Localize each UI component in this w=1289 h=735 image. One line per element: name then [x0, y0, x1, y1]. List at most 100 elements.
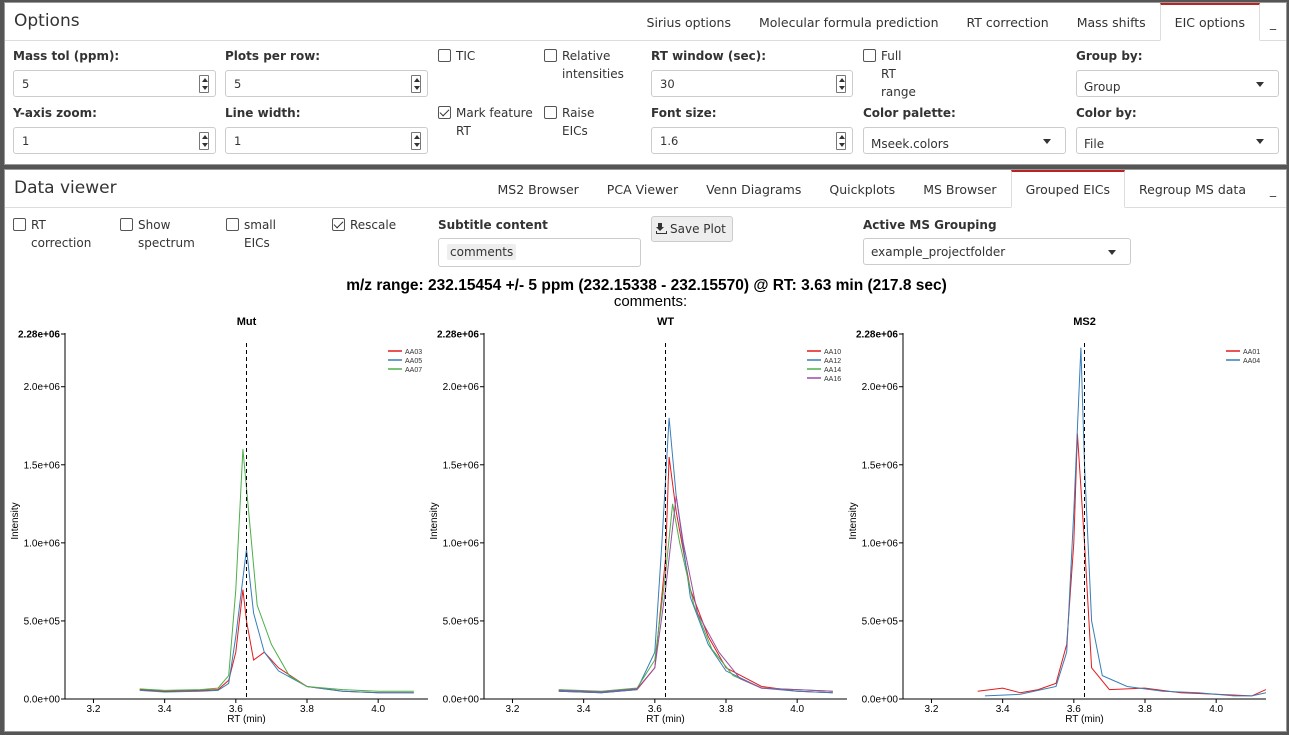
y-tick-label: 5.0e+05 — [443, 616, 480, 627]
color-palette-value: Mseek.colors — [871, 137, 949, 151]
plots-per-row-input[interactable]: 5 — [225, 70, 428, 97]
mark-feature-rt-box[interactable] — [438, 106, 451, 119]
viewer-title: Data viewer — [14, 178, 117, 198]
y-tick-label: 1.5e+06 — [862, 460, 899, 471]
options-tabs: Sirius options Molecular formula predict… — [633, 3, 1286, 41]
line-width-label: Line width: — [225, 106, 301, 120]
show-spectrum-box[interactable] — [120, 218, 133, 231]
series-line-aa04 — [984, 347, 1267, 697]
viewer-minimize-button[interactable]: _ — [1269, 182, 1277, 197]
rt-window-input[interactable]: 30 — [651, 70, 853, 97]
x-axis-label: RT (min) — [227, 714, 266, 725]
series-line-aa10 — [558, 456, 833, 694]
mass-tol-spinner[interactable] — [199, 75, 209, 93]
mass-tol-input[interactable]: 5 — [13, 70, 216, 97]
tab-rt-correction[interactable]: RT correction — [966, 15, 1049, 30]
mark-feature-rt-label-2: RT — [456, 124, 471, 138]
series-line-aa12 — [558, 417, 833, 694]
tic-box[interactable] — [438, 49, 451, 62]
full-rt-range-box[interactable] — [863, 49, 876, 62]
rt-correction-label: RT correction — [31, 218, 92, 250]
rescale-box[interactable] — [332, 218, 345, 231]
show-spectrum-label-1: Show — [138, 218, 171, 232]
tab-ms2-browser[interactable]: MS2 Browser — [497, 182, 579, 197]
legend-entry: AA10 — [824, 349, 841, 356]
y-zoom-spinner[interactable] — [199, 132, 209, 150]
mass-tol-value: 5 — [22, 77, 30, 91]
color-by-label: Color by: — [1076, 106, 1137, 120]
tab-sirius-options[interactable]: Sirius options — [646, 15, 731, 30]
line-width-value: 1 — [234, 134, 242, 148]
y-tick-label: 1.5e+06 — [443, 460, 480, 471]
font-size-field: Font size: — [651, 106, 717, 120]
rt-window-field: RT window (sec): — [651, 49, 766, 63]
tab-grouped-eics[interactable]: Grouped EICs — [1010, 170, 1126, 208]
x-tick-label: 3.2 — [925, 704, 939, 715]
tab-eic-options[interactable]: EIC options — [1159, 3, 1260, 41]
legend-entry: AA16 — [824, 376, 841, 383]
font-size-input[interactable]: 1.6 — [651, 127, 853, 154]
chevron-down-icon — [1256, 139, 1264, 144]
raise-eics-box[interactable] — [544, 106, 557, 119]
rt-window-spinner[interactable] — [836, 75, 846, 93]
color-by-value: File — [1084, 137, 1105, 151]
series-line-aa01 — [977, 433, 1267, 697]
line-width-input[interactable]: 1 — [225, 127, 428, 154]
tab-ms-browser[interactable]: MS Browser — [923, 182, 997, 197]
subtitle-content-input[interactable]: comments — [438, 238, 641, 267]
save-plot-button[interactable]: Save Plot — [651, 216, 733, 242]
tab-quickplots[interactable]: Quickplots — [829, 182, 896, 197]
y-tick-label: 0.0e+00 — [443, 695, 480, 706]
full-rt-range-label: Full RT range — [881, 49, 916, 99]
rt-window-value: 30 — [660, 77, 675, 91]
group-by-value: Group — [1084, 80, 1121, 94]
relative-intensities-box[interactable] — [544, 49, 557, 62]
line-width-field: Line width: — [225, 106, 301, 120]
x-tick-label: 3.2 — [87, 704, 101, 715]
ms-grouping-field: Active MS Grouping — [863, 218, 997, 232]
viewer-header: Data viewer MS2 Browser PCA Viewer Venn … — [5, 170, 1286, 208]
x-tick-label: 3.6 — [648, 704, 662, 715]
y-axis-label: Intensity — [848, 502, 859, 539]
y-axis-label: Intensity — [429, 502, 440, 539]
raise-eics-label: Raise EICs — [562, 106, 595, 138]
small-eics-box[interactable] — [226, 218, 239, 231]
group-by-select[interactable]: Group — [1076, 70, 1279, 97]
subtitle-chip[interactable]: comments — [447, 244, 517, 260]
eic-chart-wt: WT 0.0e+00 5.0e+05 1.0e+06 1.5e+06 2.0e+06 2.2… — [429, 316, 847, 725]
ms-grouping-select[interactable]: example_projectfolder — [863, 238, 1131, 265]
save-plot-label: Save Plot — [670, 222, 726, 236]
x-tick-label: 3.2 — [506, 704, 520, 715]
plots-per-row-spinner[interactable] — [411, 75, 421, 93]
group-by-field: Group by: — [1076, 49, 1143, 63]
y-tick-label: 0.0e+00 — [24, 695, 61, 706]
options-minimize-button[interactable]: _ — [1269, 15, 1277, 30]
color-by-select[interactable]: File — [1076, 127, 1279, 154]
line-width-spinner[interactable] — [411, 132, 421, 150]
legend-entry: AA01 — [1243, 349, 1260, 356]
series-line-aa05 — [139, 549, 414, 694]
y-tick-label: 2.28e+06 — [18, 330, 60, 341]
relative-intensities-label-1: Relative — [562, 49, 611, 63]
color-palette-select[interactable]: Mseek.colors — [863, 127, 1066, 154]
tab-regroup-ms-data[interactable]: Regroup MS data — [1139, 182, 1246, 197]
plot-subtitle: comments: — [613, 293, 688, 310]
tab-molecular-formula-prediction[interactable]: Molecular formula prediction — [758, 15, 939, 30]
x-axis-label: RT (min) — [1065, 714, 1104, 725]
chevron-down-icon — [1256, 82, 1264, 87]
subtitle-content-field: Subtitle content — [438, 218, 548, 232]
y-zoom-input[interactable]: 1 — [13, 127, 216, 154]
x-tick-label: 4.0 — [371, 704, 385, 715]
mass-tol-field: Mass tol (ppm): — [13, 49, 119, 63]
mark-feature-rt-label-1: Mark feature — [456, 106, 533, 120]
rt-correction-box[interactable] — [13, 218, 26, 231]
font-size-spinner[interactable] — [836, 132, 846, 150]
x-tick-label: 3.6 — [229, 704, 243, 715]
tab-pca-viewer[interactable]: PCA Viewer — [606, 182, 679, 197]
mass-tol-label: Mass tol (ppm): — [13, 49, 120, 63]
tab-venn-diagrams[interactable]: Venn Diagrams — [706, 182, 802, 197]
y-tick-label: 2.28e+06 — [437, 330, 479, 341]
tab-mass-shifts[interactable]: Mass shifts — [1076, 15, 1146, 30]
plots-per-row-value: 5 — [234, 77, 242, 91]
y-tick-label: 0.0e+00 — [862, 695, 899, 706]
